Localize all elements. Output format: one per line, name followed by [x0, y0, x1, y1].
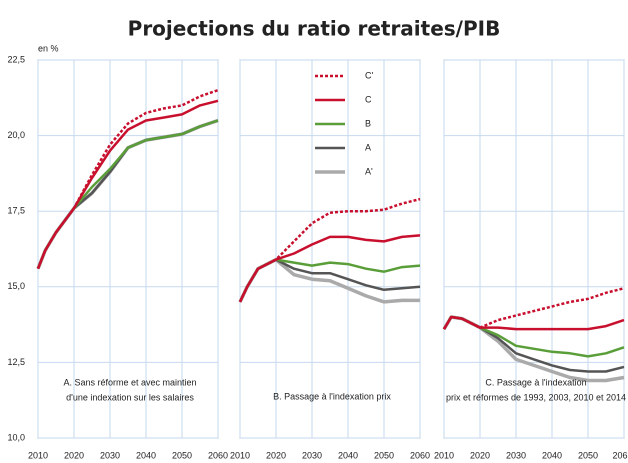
- series-line: [442, 287, 625, 330]
- x-tick-label: 2010: [434, 450, 454, 460]
- x-tick-label: 2030: [302, 450, 322, 460]
- chart-title: Projections du ratio retraites/PIB: [128, 17, 501, 41]
- annotation: C. Passage à l'indexation: [485, 377, 586, 387]
- x-tick-label: 2050: [172, 450, 192, 460]
- x-tick-label: 2060: [208, 450, 228, 460]
- annotation: prix et réformes de 1993, 2003, 2010 et …: [446, 392, 626, 402]
- x-tick-label: 2020: [266, 450, 286, 460]
- x-tick-label: 2010: [230, 450, 250, 460]
- series-line: [238, 234, 421, 303]
- x-tick-label: 2040: [542, 450, 562, 460]
- y-tick-label: 22,5: [7, 54, 25, 64]
- legend-label: B: [365, 118, 371, 128]
- x-tick-label: 2040: [136, 450, 156, 460]
- x-tick-label: 2010: [28, 450, 48, 460]
- legend-label: A': [365, 166, 373, 176]
- annotation: d'une indexation sur les salaires: [66, 392, 194, 402]
- y-tick-label: 10,0: [7, 432, 25, 442]
- x-tick-label: 2040: [338, 450, 358, 460]
- annotation: B. Passage à l'indexation prix: [273, 391, 391, 401]
- x-tick-label: 2050: [374, 450, 394, 460]
- y-axis-label: en %: [38, 43, 59, 53]
- series-line: [442, 315, 625, 331]
- legend-label: C: [365, 94, 372, 104]
- legend-label: C': [365, 70, 373, 80]
- legend-label: A: [365, 142, 371, 152]
- x-tick-label: 2050: [578, 450, 598, 460]
- y-tick-label: 20,0: [7, 130, 25, 140]
- x-tick-label: 2030: [100, 450, 120, 460]
- panel-frame: [239, 59, 421, 439]
- x-tick-label: 2030: [506, 450, 526, 460]
- y-tick-label: 17,5: [7, 206, 25, 216]
- y-tick-label: 12,5: [7, 357, 25, 367]
- x-tick-label: 2020: [470, 450, 490, 460]
- y-tick-label: 15,0: [7, 281, 25, 291]
- series-line: [36, 89, 219, 270]
- x-tick-label: 2020: [64, 450, 84, 460]
- x-tick-label: 206: [612, 450, 627, 460]
- x-tick-label: 2060: [410, 450, 430, 460]
- series-line: [238, 197, 421, 303]
- annotation: A. Sans réforme et avec maintien: [63, 377, 196, 387]
